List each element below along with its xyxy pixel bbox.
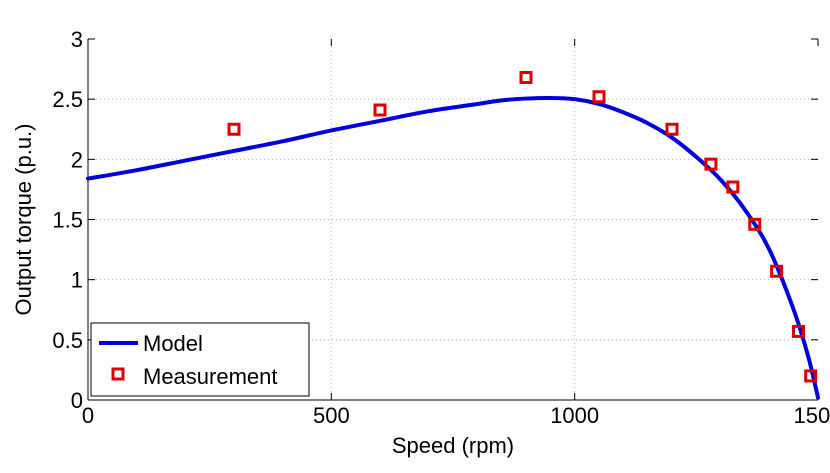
measurement-point-9 (792, 324, 806, 338)
x-tick-label-0: 0 (82, 403, 94, 428)
y-tick-label-3: 1.5 (52, 208, 83, 233)
y-tick-label-6: 3 (71, 27, 83, 52)
legend-model-label: Model (143, 331, 203, 356)
x-axis-title: Speed (rpm) (392, 433, 514, 458)
measurement-point-5 (704, 157, 718, 171)
grid (88, 39, 818, 400)
axes (87, 38, 819, 401)
legend-measurement-label: Measurement (143, 364, 278, 389)
y-tick-label-0: 0 (71, 388, 83, 413)
measurement-point-3 (592, 90, 606, 104)
measurement-point-0 (227, 122, 241, 136)
legend-measurement-swatch (111, 367, 125, 381)
measurement-point-7 (748, 217, 762, 231)
y-tick-label-1: 0.5 (52, 328, 83, 353)
x-tick-label-2: 1000 (550, 403, 599, 428)
series-layer (86, 71, 820, 400)
y-tick-label-4: 2 (71, 147, 83, 172)
measurement-point-2 (519, 71, 533, 85)
x-tick-label-1: 500 (313, 403, 350, 428)
series-line-model (86, 95, 820, 400)
measurement-point-4 (665, 122, 679, 136)
measurement-point-1 (373, 103, 387, 117)
measurement-point-6 (726, 180, 740, 194)
measurement-point-10 (804, 369, 818, 383)
y-axis-title: Output torque (p.u.) (11, 124, 36, 316)
measurement-point-8 (770, 264, 784, 278)
y-tick-label-5: 2.5 (52, 87, 83, 112)
y-tick-label-2: 1 (71, 268, 83, 293)
legend-box (90, 322, 310, 397)
legend: Model Measurement (90, 322, 310, 397)
